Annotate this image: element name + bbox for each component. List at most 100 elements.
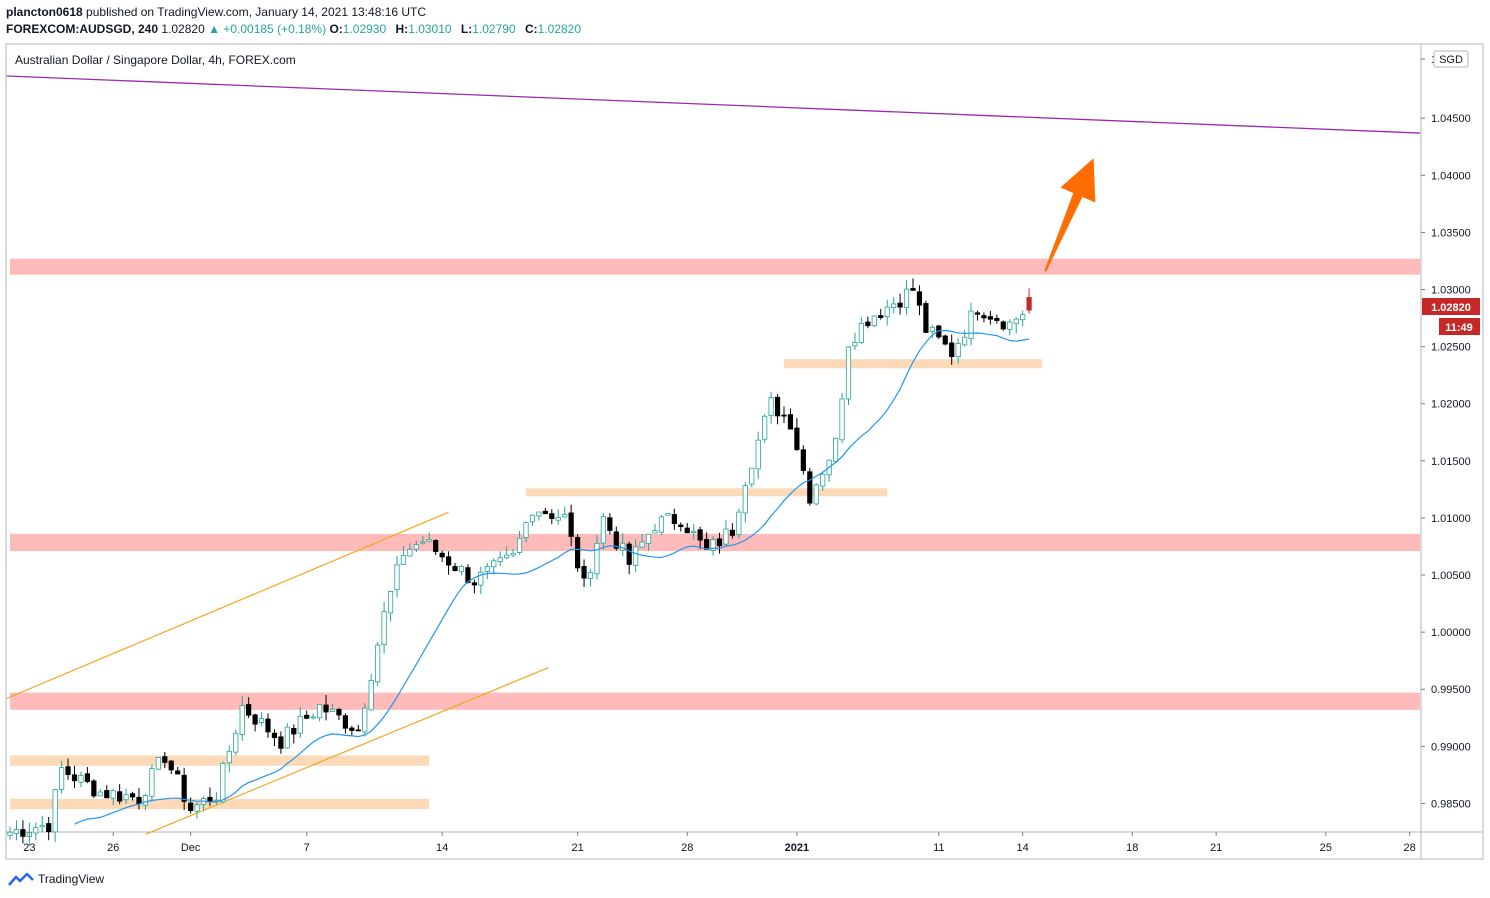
symbol-legend: FOREXCOM:AUDSGD, 240 1.02820 ▲ +0.00185 … [6,22,587,36]
candle-body [903,288,910,308]
price-tick-label: 1.02500 [1431,342,1471,354]
footer-brand[interactable]: TradingView [8,872,104,886]
candle-body [994,317,1000,321]
candle-body [497,557,503,563]
candle-body [168,760,174,771]
moving-average-line [74,329,1030,825]
candle-body [897,302,903,308]
candle-body [110,790,116,799]
channel-line [145,666,549,835]
candle-body [974,312,981,315]
time-tick-label: 25 [1320,842,1332,854]
candle-body [704,539,710,550]
price-tick-label: 1.03500 [1431,227,1471,239]
candle-body [736,511,742,535]
candle-body [697,529,703,541]
candle-body [84,773,90,782]
arrow-head [1060,158,1096,203]
price-tick-label: 1.02000 [1431,399,1471,411]
open-label: O: [329,22,343,36]
candle-body [342,715,349,729]
candle-body [942,335,948,345]
candle-body [362,707,368,733]
candle-body [678,524,684,528]
candle-body [742,485,748,514]
candle-body [187,802,194,812]
candle-body [981,315,987,319]
countdown-badge: 11:49 [1439,318,1480,335]
time-tick-label: 23 [23,842,35,854]
candle-body [20,829,26,837]
candle-body [407,549,413,557]
drawings-layer [6,75,1421,835]
candle-body [355,729,361,732]
candle-body [1020,314,1026,321]
price-tick-label: 1.00000 [1431,627,1471,639]
candle-body [542,510,548,515]
candle-body [833,438,839,462]
moving-average-layer [74,329,1030,825]
candle-body [684,527,690,534]
candle-body [633,546,639,566]
candle-body [691,530,697,534]
candle-body [65,766,71,776]
candle-body [852,342,858,347]
candle-body [471,582,478,586]
candle-body [774,396,781,417]
candle-body [400,555,407,565]
candle-body [729,529,736,536]
price-tick-label: 0.99000 [1431,741,1471,753]
candle-body [755,439,761,470]
candle-body [787,414,794,430]
time-tick-label: 21 [571,842,583,854]
candle-body [613,531,619,549]
candle-body [278,736,284,749]
candle-body [813,484,819,505]
time-tick-label: 26 [107,842,119,854]
author-name[interactable]: plancton0618 [6,5,83,19]
candle-body [536,511,542,517]
candle-body [439,552,445,558]
time-tick-label: 11 [933,842,944,854]
candle-body [304,714,310,719]
candle-body [329,708,336,712]
candle-body [175,770,181,775]
symbol-label[interactable]: FOREXCOM:AUDSGD, 240 [6,22,159,36]
candle-body [891,303,897,308]
time-tick-label: 18 [1126,842,1138,854]
candle-body [626,543,632,565]
last-price-badge: 1.02820 [1422,298,1480,315]
price-tick-label: 1.03000 [1431,285,1471,297]
candle-body [129,793,136,798]
candle-body [452,566,458,571]
candle-body [962,336,968,346]
candle-body [839,398,845,441]
candle-body [258,718,265,723]
candle-body [768,397,774,416]
low-label: L: [460,22,473,36]
open-value: 1.02930 [342,22,387,36]
candle-body [878,315,884,319]
currency-badge[interactable]: SGD [1433,50,1469,68]
resistance-trendline [6,75,1421,134]
candle-body [581,566,587,579]
candle-body [59,767,65,790]
candle-body [575,536,581,569]
support-zone [10,755,430,766]
candle-body [323,704,329,713]
candle-body [671,514,677,525]
candle-body [620,542,626,551]
candle-body [387,590,394,614]
candle-body [149,768,155,797]
candle-body [910,288,916,291]
price-tick-label: 1.04500 [1431,113,1471,125]
candle-body [123,794,129,801]
time-axis[interactable]: 23 26 Dec 7 14 21 28 2021 11 14 18 21 25 28 [23,832,1416,854]
currency-label: SGD [1439,54,1463,66]
chart-title: Australian Dollar / Singapore Dollar, 4h… [15,53,296,67]
price-tick-label: 0.99500 [1431,684,1471,696]
candle-body [246,704,252,716]
candle-body [284,726,290,749]
candle-body [349,727,355,731]
